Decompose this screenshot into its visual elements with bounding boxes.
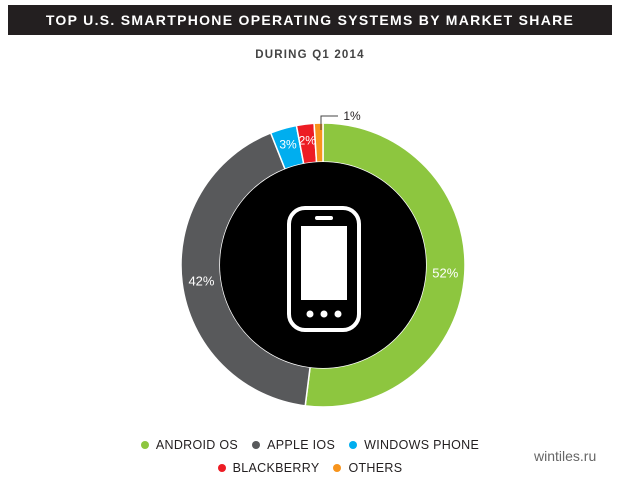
legend-item-apple-ios: APPLE IOS [252,438,335,452]
legend-swatch [333,464,342,472]
legend-row-1: ANDROID OS APPLE IOS WINDOWS PHONE [0,438,620,452]
legend-label: WINDOWS PHONE [364,438,480,452]
legend-item-blackberry: BLACKBERRY [217,461,320,475]
data-label-apple-ios: 42% [188,273,214,288]
legend-swatch [140,441,149,449]
legend-swatch [252,441,261,449]
data-label-windows-phone: 3% [279,137,297,151]
legend-label: APPLE IOS [267,438,336,452]
legend-label: BLACKBERRY [232,461,320,475]
watermark: wintiles.ru [534,448,597,464]
data-label-others: 1% [343,109,361,123]
legend-label: OTHERS [348,461,403,475]
chart-subtitle: DURING Q1 2014 [255,49,365,61]
legend-item-others: OTHERS [333,461,402,475]
others-leader-line [320,115,338,130]
donut-chart: 52% 42% 3% 2% 1% [180,109,466,408]
data-label-android-os: 52% [432,266,458,281]
chart-title: TOP U.S. SMARTPHONE OPERATING SYSTEMS BY… [8,5,612,35]
legend-item-windows-phone: WINDOWS PHONE [349,438,479,452]
legend-swatch [217,464,226,472]
legend-swatch [349,441,358,449]
smartphone-icon [287,206,361,332]
legend-row-2: BLACKBERRY OTHERS [0,461,620,475]
legend-label: ANDROID OS [155,438,239,452]
data-label-blackberry: 2% [299,133,317,147]
legend-item-android-os: ANDROID OS [140,438,239,452]
